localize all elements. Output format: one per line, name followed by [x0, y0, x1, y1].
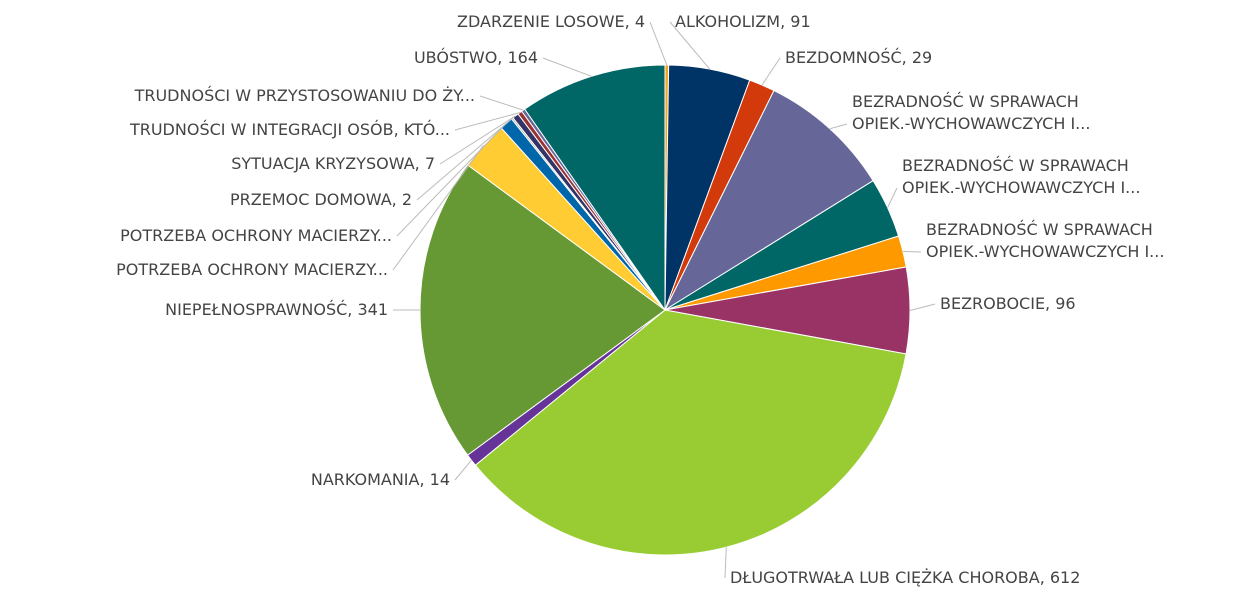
leader-line	[542, 57, 592, 77]
slice-label: NIEPEŁNOSPRAWNOŚĆ, 341	[165, 300, 388, 319]
slice-label: BEZRADNOŚĆ W SPRAWACH OPIEK.-WYCHOWAWCZYC…	[926, 220, 1164, 261]
leader-line	[724, 547, 727, 579]
slice-label: PRZEMOC DOMOWA, 2	[230, 190, 412, 209]
slice-label: POTRZEBA OCHRONY MACIERZY...	[120, 226, 392, 245]
leader-line	[649, 21, 668, 66]
pie-slice	[474, 309, 907, 556]
leader-line	[887, 187, 898, 208]
leader-line	[396, 122, 507, 237]
slice-label: TRUDNOŚCI W PRZYSTOSOWANIU DO ŻY...	[134, 86, 475, 105]
pie-slice	[524, 64, 666, 312]
slice-label: BEZRADNOŚĆ W SPRAWACH OPIEK.-WYCHOWAWCZYC…	[902, 156, 1140, 197]
slice-label: BEZROBOCIE, 96	[940, 294, 1076, 313]
leader-line	[392, 145, 484, 271]
slice-label: BEZDOMNOŚĆ, 29	[785, 48, 932, 67]
leader-line	[454, 459, 472, 481]
leader-line	[416, 118, 513, 201]
leader-line	[909, 303, 936, 311]
slice-label: ZDARZENIE LOSOWE, 4	[457, 12, 645, 31]
leader-line	[439, 115, 516, 165]
slice-label: ALKOHOLIZM, 91	[675, 12, 811, 31]
leader-line	[761, 57, 781, 86]
leader-line	[669, 21, 711, 70]
slice-label: DŁUGOTRWAŁA LUB CIĘŻKA CHOROBA, 612	[730, 568, 1080, 587]
slice-label: SYTUACJA KRYZYSOWA, 7	[231, 154, 435, 173]
leader-line	[479, 95, 524, 111]
slice-label: UBÓSTWO, 164	[414, 48, 538, 67]
slice-label: BEZRADNOŚĆ W SPRAWACH OPIEK.-WYCHOWAWCZYC…	[852, 92, 1090, 133]
leader-line	[454, 112, 521, 131]
leader-line	[829, 123, 848, 130]
slice-label: NARKOMANIA, 14	[311, 470, 450, 489]
leader-line	[902, 250, 922, 253]
slice-label: TRUDNOŚCI W INTEGRACJI OSÓB, KTÓ...	[129, 120, 450, 139]
slice-label: POTRZEBA OCHRONY MACIERZY...	[116, 260, 388, 279]
pie-slice	[663, 89, 874, 312]
